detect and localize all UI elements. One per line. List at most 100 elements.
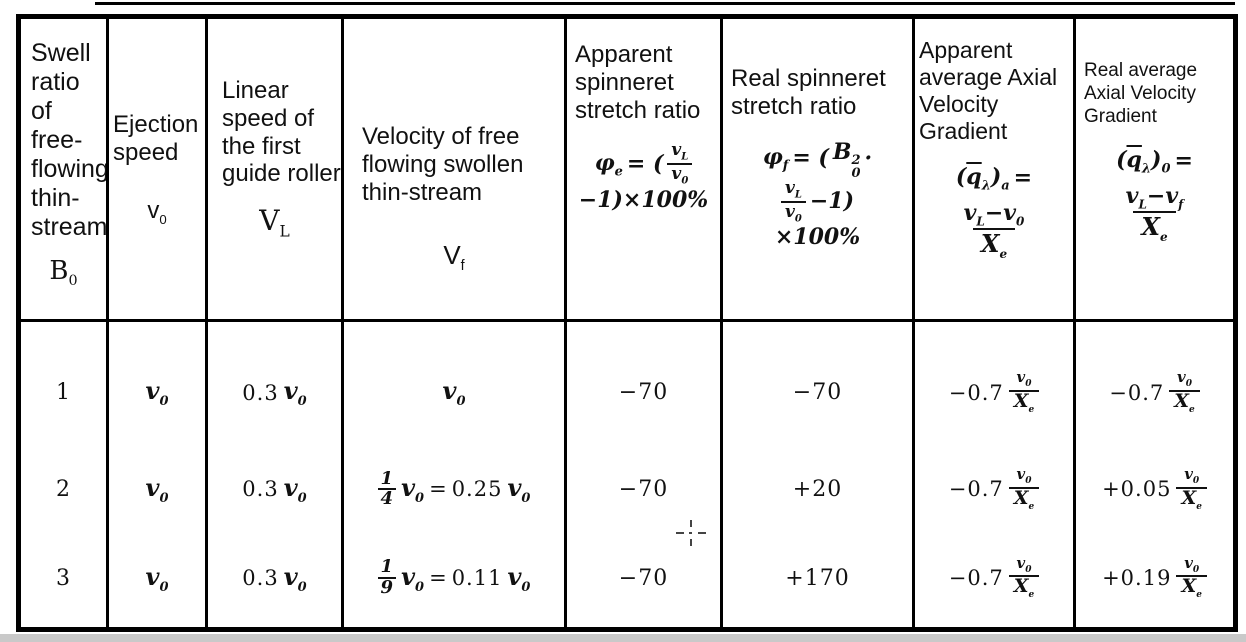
formula-real-gradient: (qλ)0 = vL−vf Xe (1076, 147, 1233, 244)
symbol-VL-sub: L (279, 222, 290, 241)
cell-r2-real-gradient: +0.05 v0 Xe (1076, 423, 1233, 526)
fraction-v0-over-Xe: v0 Xe (1176, 466, 1207, 512)
cell-r3-roller: 0.3 v0 (208, 525, 344, 627)
fraction-vL-over-v0: vL v0 (780, 179, 806, 225)
fraction-v0-over-Xe: v0 Xe (1169, 370, 1200, 415)
equals-sign: = (429, 566, 447, 591)
cell-r3-ejection: v0 (109, 525, 208, 627)
value-b0: 2 (56, 476, 71, 502)
q-lambda-a: (qλ)a (955, 163, 1010, 193)
cell-r3-apparent-gradient: −0.7 v0 Xe (915, 525, 1076, 627)
phi-f: φf (762, 143, 789, 174)
phi-e: φe (594, 149, 623, 179)
symbol-Vf-sub: f (460, 258, 465, 275)
symbol-VL-base: V (259, 204, 280, 238)
fraction-vL-over-v0: vL v0 (667, 142, 693, 187)
coefficient: +0.05 (1102, 477, 1172, 502)
header-free-stream-velocity: Velocity of free flowing swollen thin-st… (344, 19, 567, 322)
header-swell-ratio: Swell ratio of free-flowing thin-stream … (21, 19, 109, 322)
minus-one-close-paren: −1) (809, 188, 854, 215)
cell-r3-real-gradient: +0.19 v0 Xe (1076, 525, 1233, 627)
header-guide-roller-speed: Linear speed of the first guide roller V… (208, 19, 344, 322)
header-ejection-speed-label: Ejection speed (113, 111, 199, 166)
symbol-Vf: Vf (344, 240, 564, 274)
header-apparent-gradient: Apparent average Axial Velocity Gradient… (915, 19, 1076, 322)
cell-r2-roller: 0.3 v0 (208, 423, 344, 526)
symbol-B0-base: B (49, 256, 69, 286)
header-real-gradient-label: Real average Axial Velocity Gradient (1084, 60, 1198, 128)
fraction-v0-over-Xe: v0 Xe (1008, 370, 1040, 415)
value-v0: v0 (401, 561, 425, 595)
header-guide-roller-label: Linear speed of the first guide roller (222, 77, 341, 188)
header-apparent-stretch-ratio: Apparent spinneret stretch ratio φe = ( … (567, 19, 723, 322)
value-percent: −70 (618, 565, 669, 591)
coefficient: 0.3 (242, 380, 279, 405)
multiply-dot: · (864, 145, 873, 172)
value-b0: 3 (56, 565, 71, 591)
cell-r3-swell: 3 (21, 525, 109, 627)
cell-r2-apparent-gradient: −0.7 v0 Xe (915, 423, 1076, 526)
cell-r1-free-velocity: v0 (344, 322, 567, 424)
coefficient: +0.19 (1102, 566, 1172, 591)
symbol-B0-sub: 0 (68, 273, 78, 290)
header-swell-ratio-label: Swell ratio of free-flowing thin-stream (31, 39, 109, 241)
cell-r3-apparent-ratio: −70 (567, 525, 723, 627)
cell-r1-real-ratio: −70 (723, 322, 915, 424)
symbol-Vf-base: V (443, 240, 461, 271)
coefficient: 0.3 (242, 566, 279, 591)
formula-tail: −1)×100% (578, 187, 709, 214)
fraction-vL-minus-v0-over-Xe: vL−v0 Xe (963, 200, 1025, 261)
value-v0: v0 (507, 473, 531, 506)
coefficient: −0.7 (948, 477, 1004, 502)
cell-r1-real-gradient: −0.7 v0 Xe (1076, 322, 1233, 424)
value-percent: −70 (792, 380, 843, 406)
value-v0: v0 (283, 376, 307, 410)
fraction-v0-over-Xe: v0 Xe (1176, 555, 1207, 601)
decimal-value: 0.11 (451, 566, 503, 591)
fraction-v0-over-Xe: v0 Xe (1008, 466, 1040, 512)
cell-r2-real-ratio: +20 (723, 423, 915, 526)
formula-apparent-gradient: (qλ)a = vL−v0 Xe (915, 164, 1073, 261)
fraction-v0-over-Xe: v0 Xe (1008, 555, 1040, 601)
cell-r1-swell: 1 (21, 322, 109, 424)
value-v0: v0 (145, 473, 169, 506)
equals-sign: = (429, 477, 447, 502)
top-rule-line (95, 2, 1235, 5)
header-real-gradient: Real average Axial Velocity Gradient (qλ… (1076, 19, 1233, 322)
equals-sign: = (1013, 165, 1033, 192)
fraction-vL-minus-vf-over-Xe: vL−vf Xe (1125, 183, 1184, 244)
symbol-v0: v0 (109, 197, 205, 227)
cell-r3-real-ratio: +170 (723, 525, 915, 627)
cell-r1-roller: 0.3 v0 (208, 322, 344, 424)
equals-open-paren: = ( (626, 151, 664, 178)
value-v0: v0 (442, 376, 466, 410)
header-ejection-speed: Ejection speed v0 (109, 19, 208, 322)
symbol-v0-sub: 0 (159, 211, 167, 227)
header-free-stream-label: Velocity of free flowing swollen thin-st… (362, 123, 524, 206)
q-lambda-0: (qλ)0 (1116, 146, 1171, 176)
value-percent: −70 (618, 476, 669, 502)
value-v0: v0 (145, 561, 169, 595)
equals-sign: = (1174, 148, 1193, 175)
value-v0: v0 (145, 376, 169, 410)
coefficient: 0.3 (242, 477, 279, 502)
value-percent: +170 (785, 565, 850, 591)
cell-r2-apparent-ratio: −70 (567, 423, 723, 526)
cell-r2-swell: 2 (21, 423, 109, 526)
equals-open-paren: = ( (792, 145, 829, 172)
header-real-stretch-label: Real spinneret stretch ratio (731, 65, 886, 120)
spinneret-stretch-table: Swell ratio of free-flowing thin-stream … (16, 14, 1238, 632)
cell-r1-ejection: v0 (109, 322, 208, 424)
formula-apparent-stretch: φe = ( vL v0 −1)×100% (567, 142, 720, 214)
value-percent: +20 (792, 476, 843, 502)
value-b0: 1 (56, 380, 71, 406)
scan-edge-strip (0, 634, 1246, 642)
value-v0: v0 (507, 561, 531, 595)
